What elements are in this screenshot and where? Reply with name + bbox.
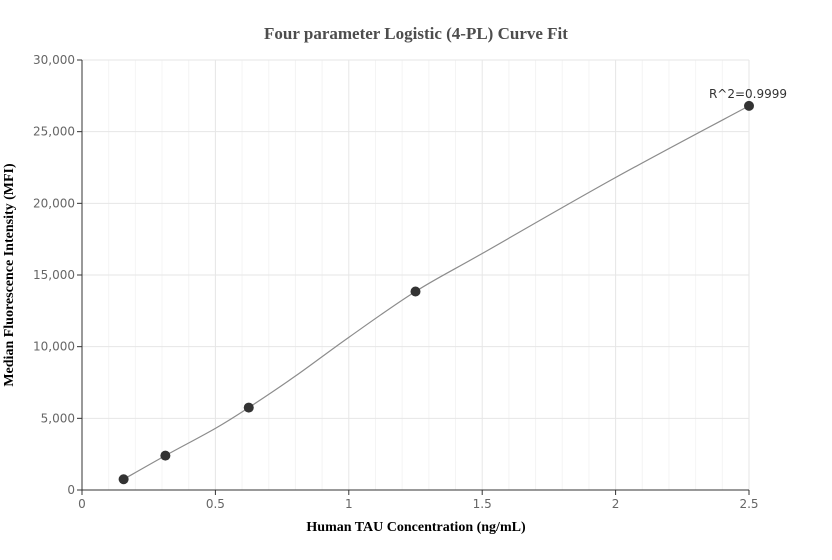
data-point: [160, 450, 171, 461]
y-tick-label: 25,000: [33, 125, 75, 139]
y-ticks: 0 5,000 10,000 15,000 20,000 25,000 30,000: [33, 53, 82, 497]
x-tick-label: 2: [612, 497, 620, 511]
y-tick-label: 5,000: [41, 411, 75, 425]
x-tick-label: 1.5: [473, 497, 492, 511]
r-squared-annotation: R^2=0.9999: [709, 87, 787, 101]
y-axis-label: Median Fluorescence Intensity (MFI): [2, 163, 17, 387]
y-tick-label: 20,000: [33, 196, 75, 210]
x-axis-label: Human TAU Concentration (ng/mL): [306, 520, 526, 535]
chart-title: Four parameter Logistic (4-PL) Curve Fit: [264, 24, 568, 43]
data-point: [410, 286, 421, 297]
x-tick-label: 0.5: [206, 497, 225, 511]
x-tick-label: 2.5: [739, 497, 758, 511]
y-tick-label: 30,000: [33, 53, 75, 67]
x-ticks: 0 0.5 1 1.5 2 2.5: [78, 490, 759, 511]
y-tick-label: 0: [67, 483, 75, 497]
data-point: [243, 402, 254, 413]
data-points: [118, 100, 754, 485]
data-point: [118, 474, 129, 485]
y-tick-label: 15,000: [33, 268, 75, 282]
data-point: [744, 100, 754, 111]
x-tick-label: 1: [345, 497, 353, 511]
x-tick-label: 0: [78, 497, 86, 511]
fit-curve: [123, 105, 750, 480]
y-tick-label: 10,000: [33, 340, 75, 354]
grid: [82, 59, 750, 490]
